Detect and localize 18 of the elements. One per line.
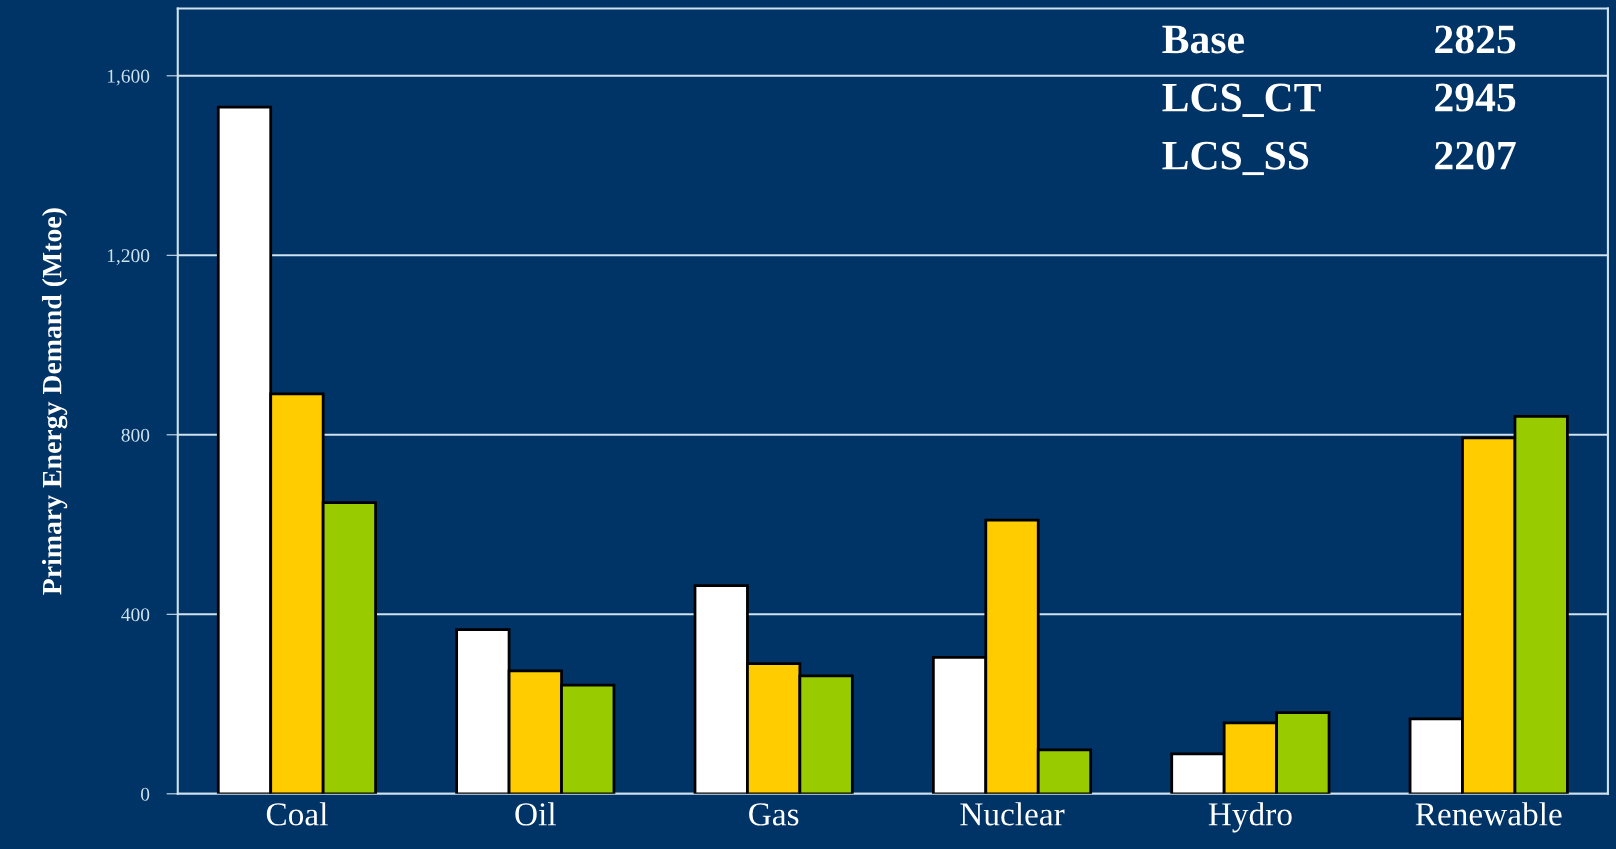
x-tick-label: Gas <box>749 803 799 826</box>
annotation: LCS_CT <box>1162 83 1321 117</box>
annotation: Base <box>1162 25 1244 54</box>
y-axis-title: Primary Energy Demand (Mtoe) <box>41 208 68 595</box>
annotation: LCS_SS <box>1162 141 1309 176</box>
y-tick-label: 0 <box>141 787 150 801</box>
y-tick-label: 800 <box>121 428 150 442</box>
x-tick-label: Hydro <box>1208 802 1292 833</box>
x-tick-label: Nuclear <box>960 802 1065 826</box>
annotation: 2945 <box>1435 83 1516 112</box>
y-tick-label: 1,200 <box>107 249 150 266</box>
x-tick-label: Renewable <box>1415 802 1562 826</box>
annotation: 2825 <box>1435 25 1516 54</box>
y-tick-label: 400 <box>121 608 150 622</box>
y-tick-label: 1,600 <box>107 69 150 86</box>
x-tick-label: Coal <box>266 802 328 826</box>
annotation: 2207 <box>1435 141 1516 170</box>
x-tick-label: Oil <box>515 802 556 826</box>
